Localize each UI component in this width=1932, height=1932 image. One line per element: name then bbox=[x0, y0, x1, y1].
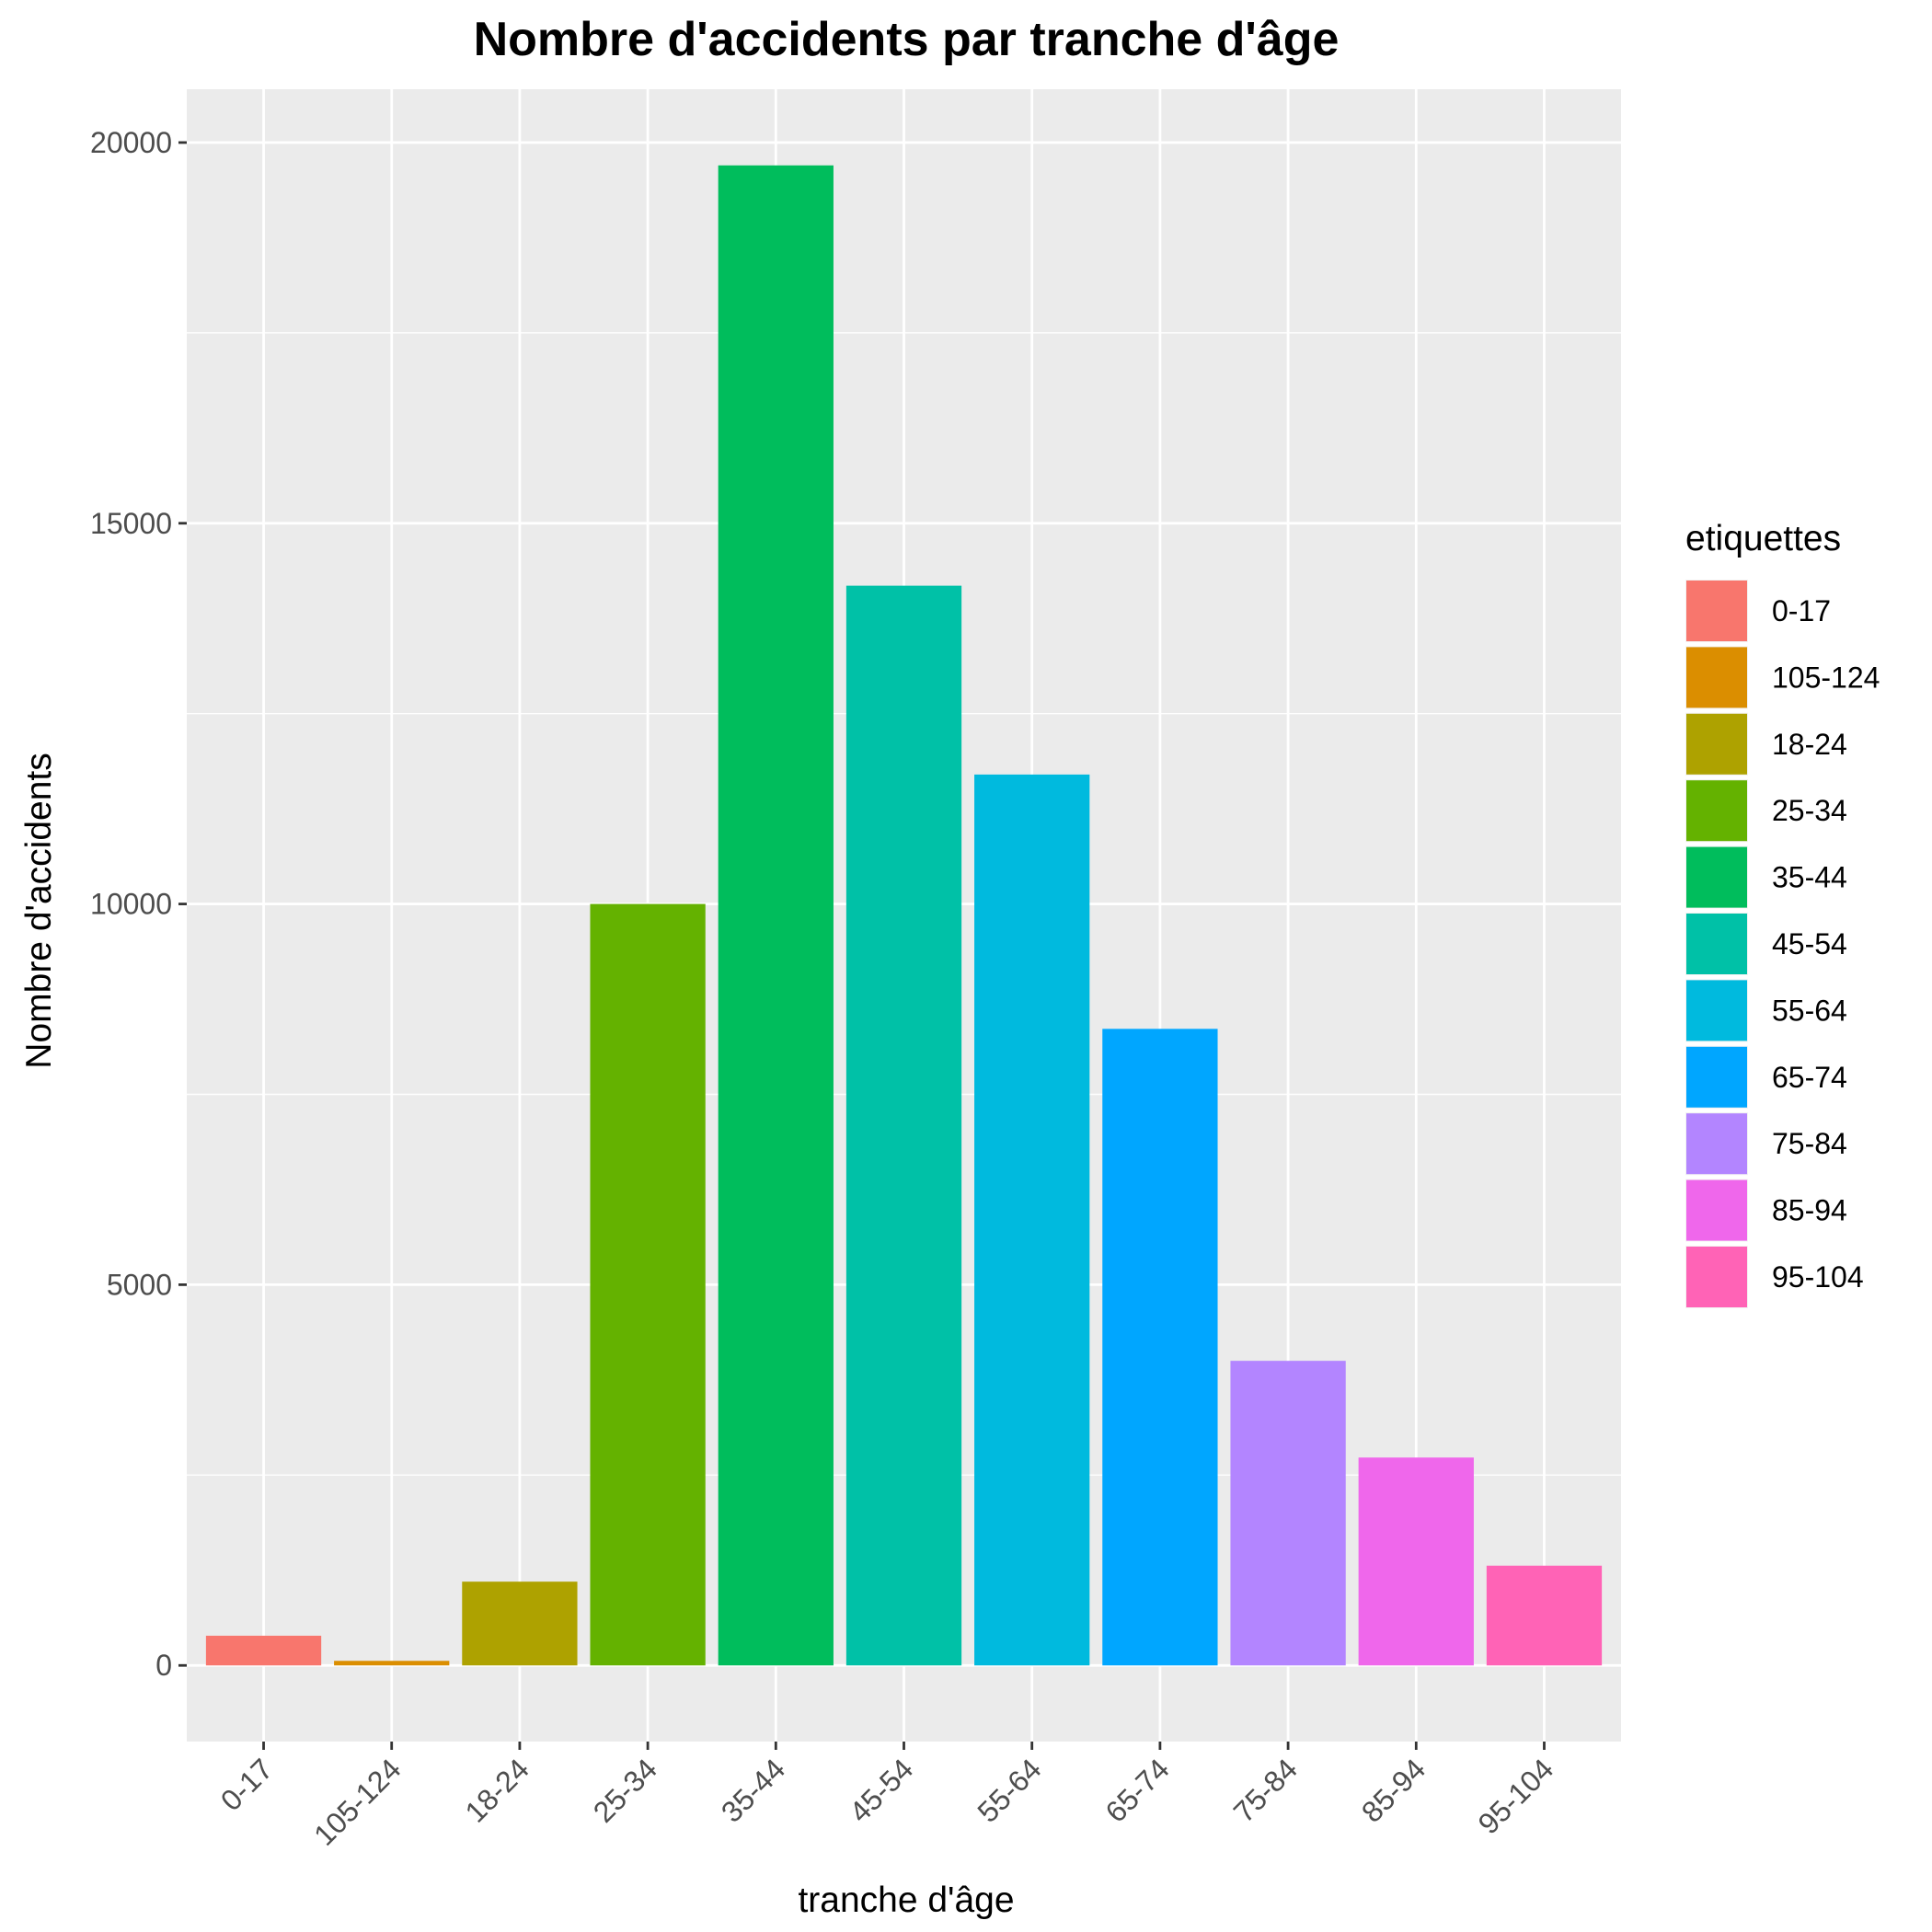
legend-swatch-35-44 bbox=[1686, 846, 1747, 908]
y-tick-label: 10000 bbox=[90, 888, 172, 921]
bars bbox=[205, 165, 1603, 1666]
x-tick-label: 65-74 bbox=[1099, 1752, 1176, 1828]
legend-label: 65-74 bbox=[1772, 1061, 1847, 1094]
legend-swatch-95-104 bbox=[1686, 1247, 1747, 1307]
legend-swatch-105-124 bbox=[1686, 647, 1747, 708]
legend-label: 85-94 bbox=[1772, 1194, 1847, 1227]
y-tick-label: 20000 bbox=[90, 126, 172, 159]
x-axis-title: tranche d'âge bbox=[798, 1880, 1014, 1920]
bar-55-64 bbox=[974, 774, 1090, 1666]
bar-75-84 bbox=[1230, 1361, 1346, 1666]
legend-swatch-65-74 bbox=[1686, 1046, 1747, 1108]
legend-title: etiquettes bbox=[1685, 519, 1841, 558]
x-tick-label: 85-94 bbox=[1355, 1752, 1432, 1828]
bar-35-44 bbox=[718, 165, 834, 1666]
legend-label: 105-124 bbox=[1772, 661, 1880, 694]
x-tick-label: 25-34 bbox=[587, 1752, 663, 1828]
legend-label: 0-17 bbox=[1772, 594, 1831, 627]
legend-label: 18-24 bbox=[1772, 728, 1847, 761]
x-tick-label: 45-54 bbox=[843, 1752, 919, 1828]
legend-label: 75-84 bbox=[1772, 1127, 1847, 1160]
legend-label: 45-54 bbox=[1772, 927, 1847, 960]
bar-95-104 bbox=[1486, 1565, 1603, 1666]
y-tick-label: 15000 bbox=[90, 507, 172, 540]
legend-swatch-25-34 bbox=[1686, 780, 1747, 842]
x-tick-label: 0-17 bbox=[214, 1752, 280, 1817]
bar-0-17 bbox=[205, 1635, 322, 1666]
y-tick-label: 0 bbox=[155, 1649, 172, 1682]
legend-label: 95-104 bbox=[1772, 1260, 1864, 1294]
legend: etiquettes 0-17 105-124 18-24 25-34 35-44 45-… bbox=[1685, 519, 1880, 1308]
bar-85-94 bbox=[1358, 1457, 1474, 1666]
legend-swatch-75-84 bbox=[1686, 1113, 1747, 1175]
legend-swatch-85-94 bbox=[1686, 1179, 1747, 1241]
chart-title: Nombre d'accidents par tranche d'âge bbox=[474, 13, 1340, 66]
legend-label: 55-64 bbox=[1772, 994, 1847, 1027]
x-tick-label: 35-44 bbox=[715, 1752, 791, 1828]
legend-label: 35-44 bbox=[1772, 861, 1847, 894]
y-axis: 0 5000 10000 15000 20000 bbox=[90, 126, 187, 1682]
x-axis: 0-17 105-124 18-24 25-34 35-44 45-54 55-64 65-7… bbox=[214, 1742, 1560, 1852]
bar-25-34 bbox=[590, 903, 706, 1666]
bar-105-124 bbox=[334, 1661, 450, 1666]
x-tick-label: 75-84 bbox=[1227, 1752, 1304, 1828]
y-tick-label: 5000 bbox=[107, 1268, 172, 1301]
legend-swatch-45-54 bbox=[1686, 914, 1747, 974]
legend-label: 25-34 bbox=[1772, 794, 1847, 827]
bar-18-24 bbox=[462, 1581, 578, 1666]
x-tick-label: 18-24 bbox=[459, 1752, 535, 1828]
legend-swatch-0-17 bbox=[1686, 581, 1747, 641]
y-axis-title: Nombre d'accidents bbox=[19, 753, 59, 1068]
bar-65-74 bbox=[1102, 1029, 1218, 1666]
x-tick-label: 55-64 bbox=[971, 1752, 1047, 1828]
legend-swatch-55-64 bbox=[1686, 980, 1747, 1041]
bar-45-54 bbox=[845, 585, 962, 1666]
x-tick-label: 95-104 bbox=[1472, 1752, 1560, 1840]
legend-swatch-18-24 bbox=[1686, 713, 1747, 775]
x-tick-label: 105-124 bbox=[307, 1752, 407, 1851]
